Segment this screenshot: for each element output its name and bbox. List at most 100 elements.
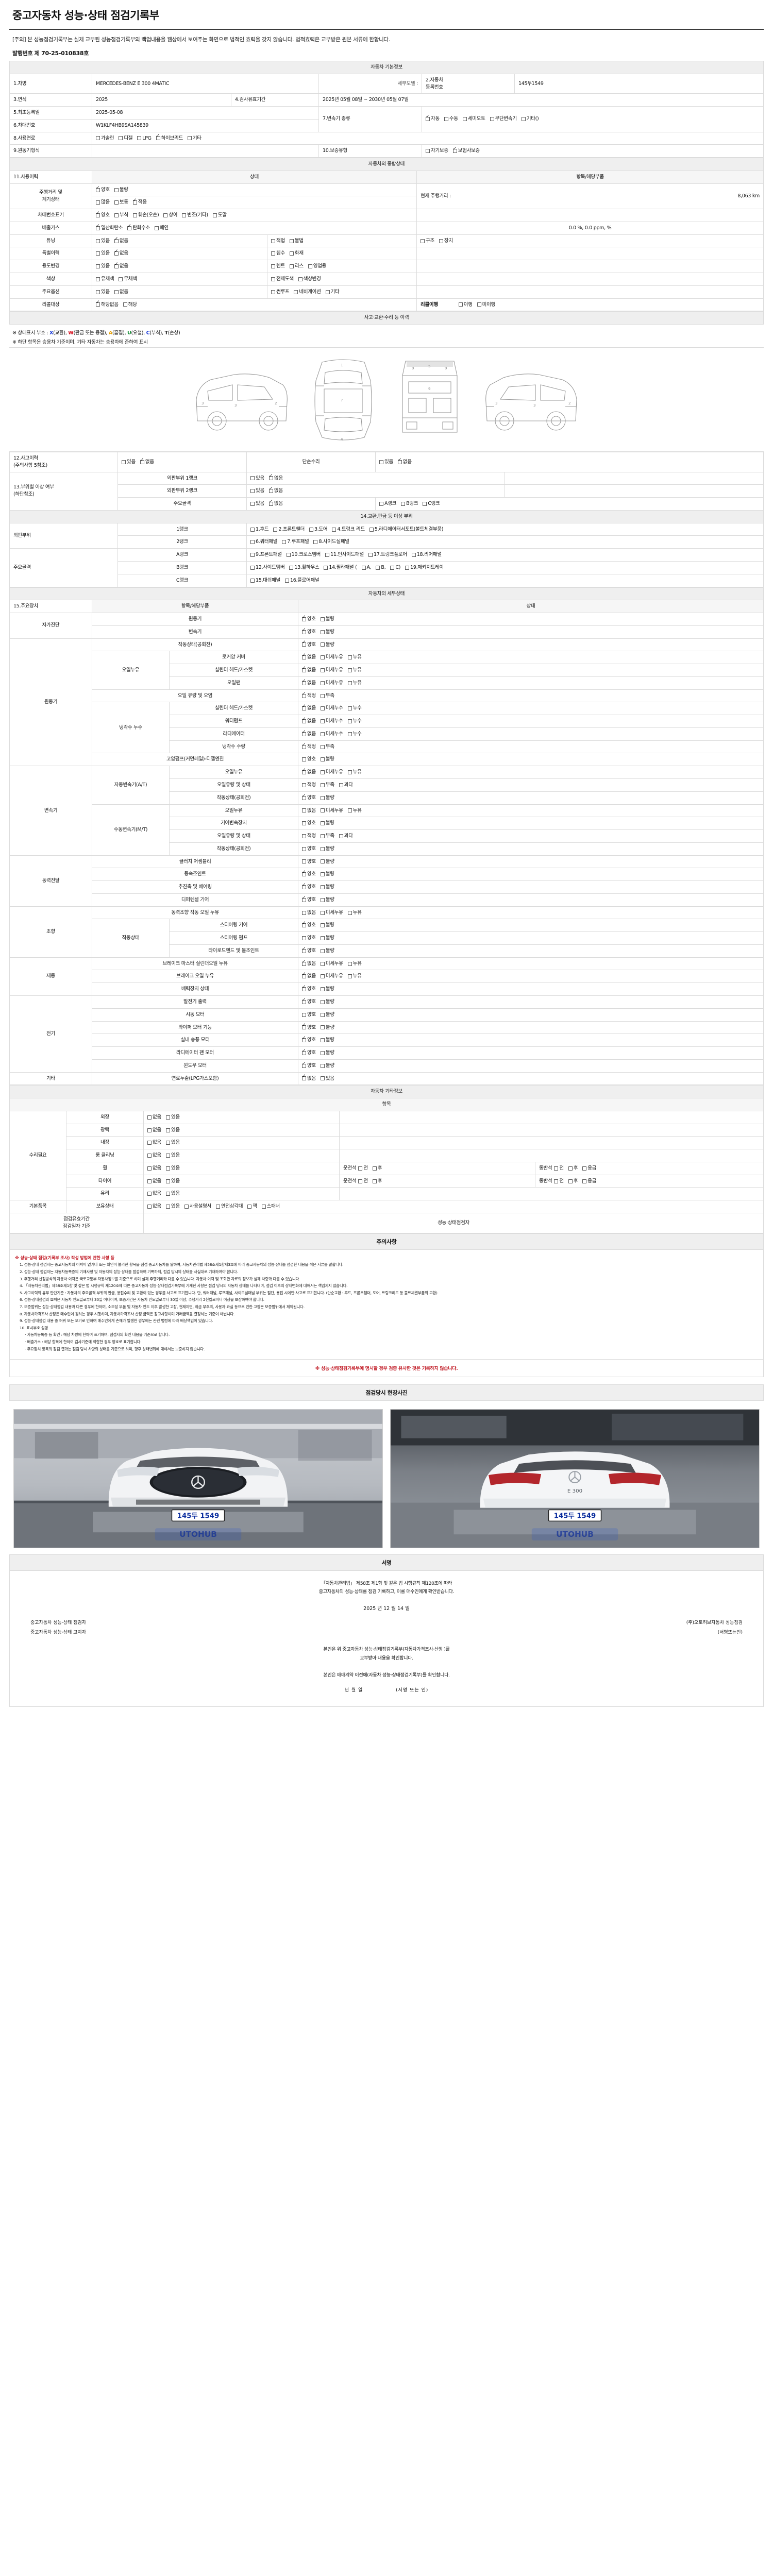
checkbox-icon[interactable] xyxy=(302,859,306,864)
accident-history-option[interactable]: 없음 xyxy=(140,458,154,466)
checkbox-icon[interactable] xyxy=(302,783,306,787)
checkbox-icon[interactable] xyxy=(320,655,325,660)
state-option[interactable]: 있음 xyxy=(96,238,110,245)
checkbox-icon[interactable] xyxy=(154,226,159,230)
checkbox-icon[interactable] xyxy=(302,910,306,915)
etc-state-option[interactable]: 있음 xyxy=(165,1114,180,1121)
checkbox-icon[interactable] xyxy=(368,553,373,557)
checkbox-icon[interactable] xyxy=(212,213,217,218)
detail-state-option[interactable]: 누수 xyxy=(347,705,362,712)
state-option[interactable]: 없음 xyxy=(114,249,128,257)
state-option[interactable]: 화재 xyxy=(289,250,304,257)
checkbox-icon[interactable] xyxy=(286,553,291,557)
checkbox-icon[interactable] xyxy=(163,213,168,218)
checkbox-icon[interactable] xyxy=(320,681,325,685)
detail-state-option[interactable]: 적정 xyxy=(302,743,316,751)
parts-option[interactable]: 없음 xyxy=(268,500,283,507)
checkbox-icon[interactable] xyxy=(250,489,255,494)
parts-option[interactable]: 없음 xyxy=(268,474,283,482)
recall-option[interactable]: 해당 xyxy=(123,301,137,309)
checkbox-icon[interactable] xyxy=(390,565,395,570)
checkbox-icon[interactable] xyxy=(147,1166,152,1171)
detail-state-option[interactable]: 양호 xyxy=(302,921,316,929)
fuel-option[interactable]: 하이브리드 xyxy=(156,134,183,142)
mileage-option[interactable]: 적음 xyxy=(132,198,147,206)
detail-state-option[interactable]: 불량 xyxy=(320,756,334,763)
checkbox-icon[interactable] xyxy=(320,719,325,724)
exchange-part-option[interactable]: 9.프론트패널 xyxy=(250,551,282,558)
detail-state-option[interactable]: 불량 xyxy=(320,820,334,827)
exchange-part-option[interactable]: 19.패키지트레이 xyxy=(405,564,444,571)
etc-state-option[interactable]: 없음 xyxy=(147,1190,161,1197)
checkbox-icon[interactable] xyxy=(165,1141,170,1145)
exchange-part-option[interactable]: 2.프론트휀더 xyxy=(273,526,305,533)
checkbox-icon[interactable] xyxy=(132,213,137,218)
detail-state-option[interactable]: 적정 xyxy=(302,833,316,840)
exchange-part-option[interactable]: 15.대쉬패널 xyxy=(250,577,280,584)
checkbox-icon[interactable] xyxy=(302,704,306,711)
detail-state-option[interactable]: 양호 xyxy=(302,640,316,649)
checkbox-icon[interactable] xyxy=(320,1038,325,1043)
exchange-part-option[interactable]: 13.휠하우스 xyxy=(289,564,320,571)
detail-state-option[interactable]: 부족 xyxy=(320,743,334,751)
detail-state-option[interactable]: 부족 xyxy=(320,782,334,789)
checkbox-icon[interactable] xyxy=(119,277,123,281)
checkbox-icon[interactable] xyxy=(298,277,303,281)
checkbox-icon[interactable] xyxy=(462,117,467,122)
transmission-option[interactable]: 자동 xyxy=(426,115,440,123)
checkbox-icon[interactable] xyxy=(182,213,187,218)
detail-state-option[interactable]: 양호 xyxy=(302,985,316,993)
checkbox-icon[interactable] xyxy=(582,1166,587,1171)
state-option[interactable]: 색상변경 xyxy=(298,276,321,283)
checkbox-icon[interactable] xyxy=(156,134,160,141)
checkbox-icon[interactable] xyxy=(302,743,306,749)
checkbox-icon[interactable] xyxy=(439,239,443,243)
checkbox-icon[interactable] xyxy=(187,136,192,141)
exchange-part-option[interactable]: 14.필라패널 ( xyxy=(324,564,357,571)
checkbox-icon[interactable] xyxy=(96,251,100,256)
etc-position-option[interactable]: 전 xyxy=(358,1165,368,1172)
checkbox-icon[interactable] xyxy=(369,527,374,532)
checkbox-icon[interactable] xyxy=(302,1049,306,1055)
checkbox-icon[interactable] xyxy=(320,668,325,672)
checkbox-icon[interactable] xyxy=(96,264,100,269)
exchange-part-option[interactable]: 4.트렁크 리드 xyxy=(332,526,365,533)
recall-option[interactable]: 해당없음 xyxy=(96,300,119,309)
state-option[interactable]: 리스 xyxy=(289,263,304,270)
checkbox-icon[interactable] xyxy=(250,553,255,557)
detail-state-option[interactable]: 없음 xyxy=(302,730,316,738)
checkbox-icon[interactable] xyxy=(114,213,119,218)
checkbox-icon[interactable] xyxy=(320,795,325,800)
checkbox-icon[interactable] xyxy=(320,974,325,979)
state-option[interactable]: 침수 xyxy=(271,250,285,257)
checkbox-icon[interactable] xyxy=(165,1154,170,1158)
checkbox-icon[interactable] xyxy=(165,1179,170,1183)
checkbox-icon[interactable] xyxy=(309,527,314,532)
checkbox-icon[interactable] xyxy=(147,1154,152,1158)
detail-state-option[interactable]: 양호 xyxy=(302,858,316,866)
checkbox-icon[interactable] xyxy=(347,961,352,966)
detail-state-option[interactable]: 불량 xyxy=(320,641,334,649)
checkbox-icon[interactable] xyxy=(347,770,352,775)
checkbox-icon[interactable] xyxy=(320,885,325,889)
warranty-option[interactable]: 보험사보증 xyxy=(452,147,480,155)
exchange-part-option[interactable]: 18.리어패널 xyxy=(411,551,442,558)
basic-item-extra-option[interactable]: 안전삼각대 xyxy=(215,1203,243,1210)
checkbox-icon[interactable] xyxy=(320,897,325,902)
checkbox-icon[interactable] xyxy=(250,502,255,506)
checkbox-icon[interactable] xyxy=(347,974,352,979)
detail-state-option[interactable]: 불량 xyxy=(320,1062,334,1070)
checkbox-icon[interactable] xyxy=(302,936,306,941)
checkbox-icon[interactable] xyxy=(302,1012,306,1017)
detail-state-option[interactable]: 미세누유 xyxy=(320,667,343,674)
detail-state-option[interactable]: 양호 xyxy=(302,756,316,763)
detail-state-option[interactable]: 누유 xyxy=(347,909,362,917)
detail-state-option[interactable]: 양호 xyxy=(302,947,316,955)
checkbox-icon[interactable] xyxy=(320,999,325,1004)
checkbox-icon[interactable] xyxy=(347,732,352,736)
exchange-part-option[interactable]: 3.도어 xyxy=(309,526,328,533)
detail-state-option[interactable]: 불량 xyxy=(320,871,334,878)
detail-state-option[interactable]: 불량 xyxy=(320,884,334,891)
checkbox-icon[interactable] xyxy=(165,1128,170,1132)
checkbox-icon[interactable] xyxy=(397,458,402,464)
